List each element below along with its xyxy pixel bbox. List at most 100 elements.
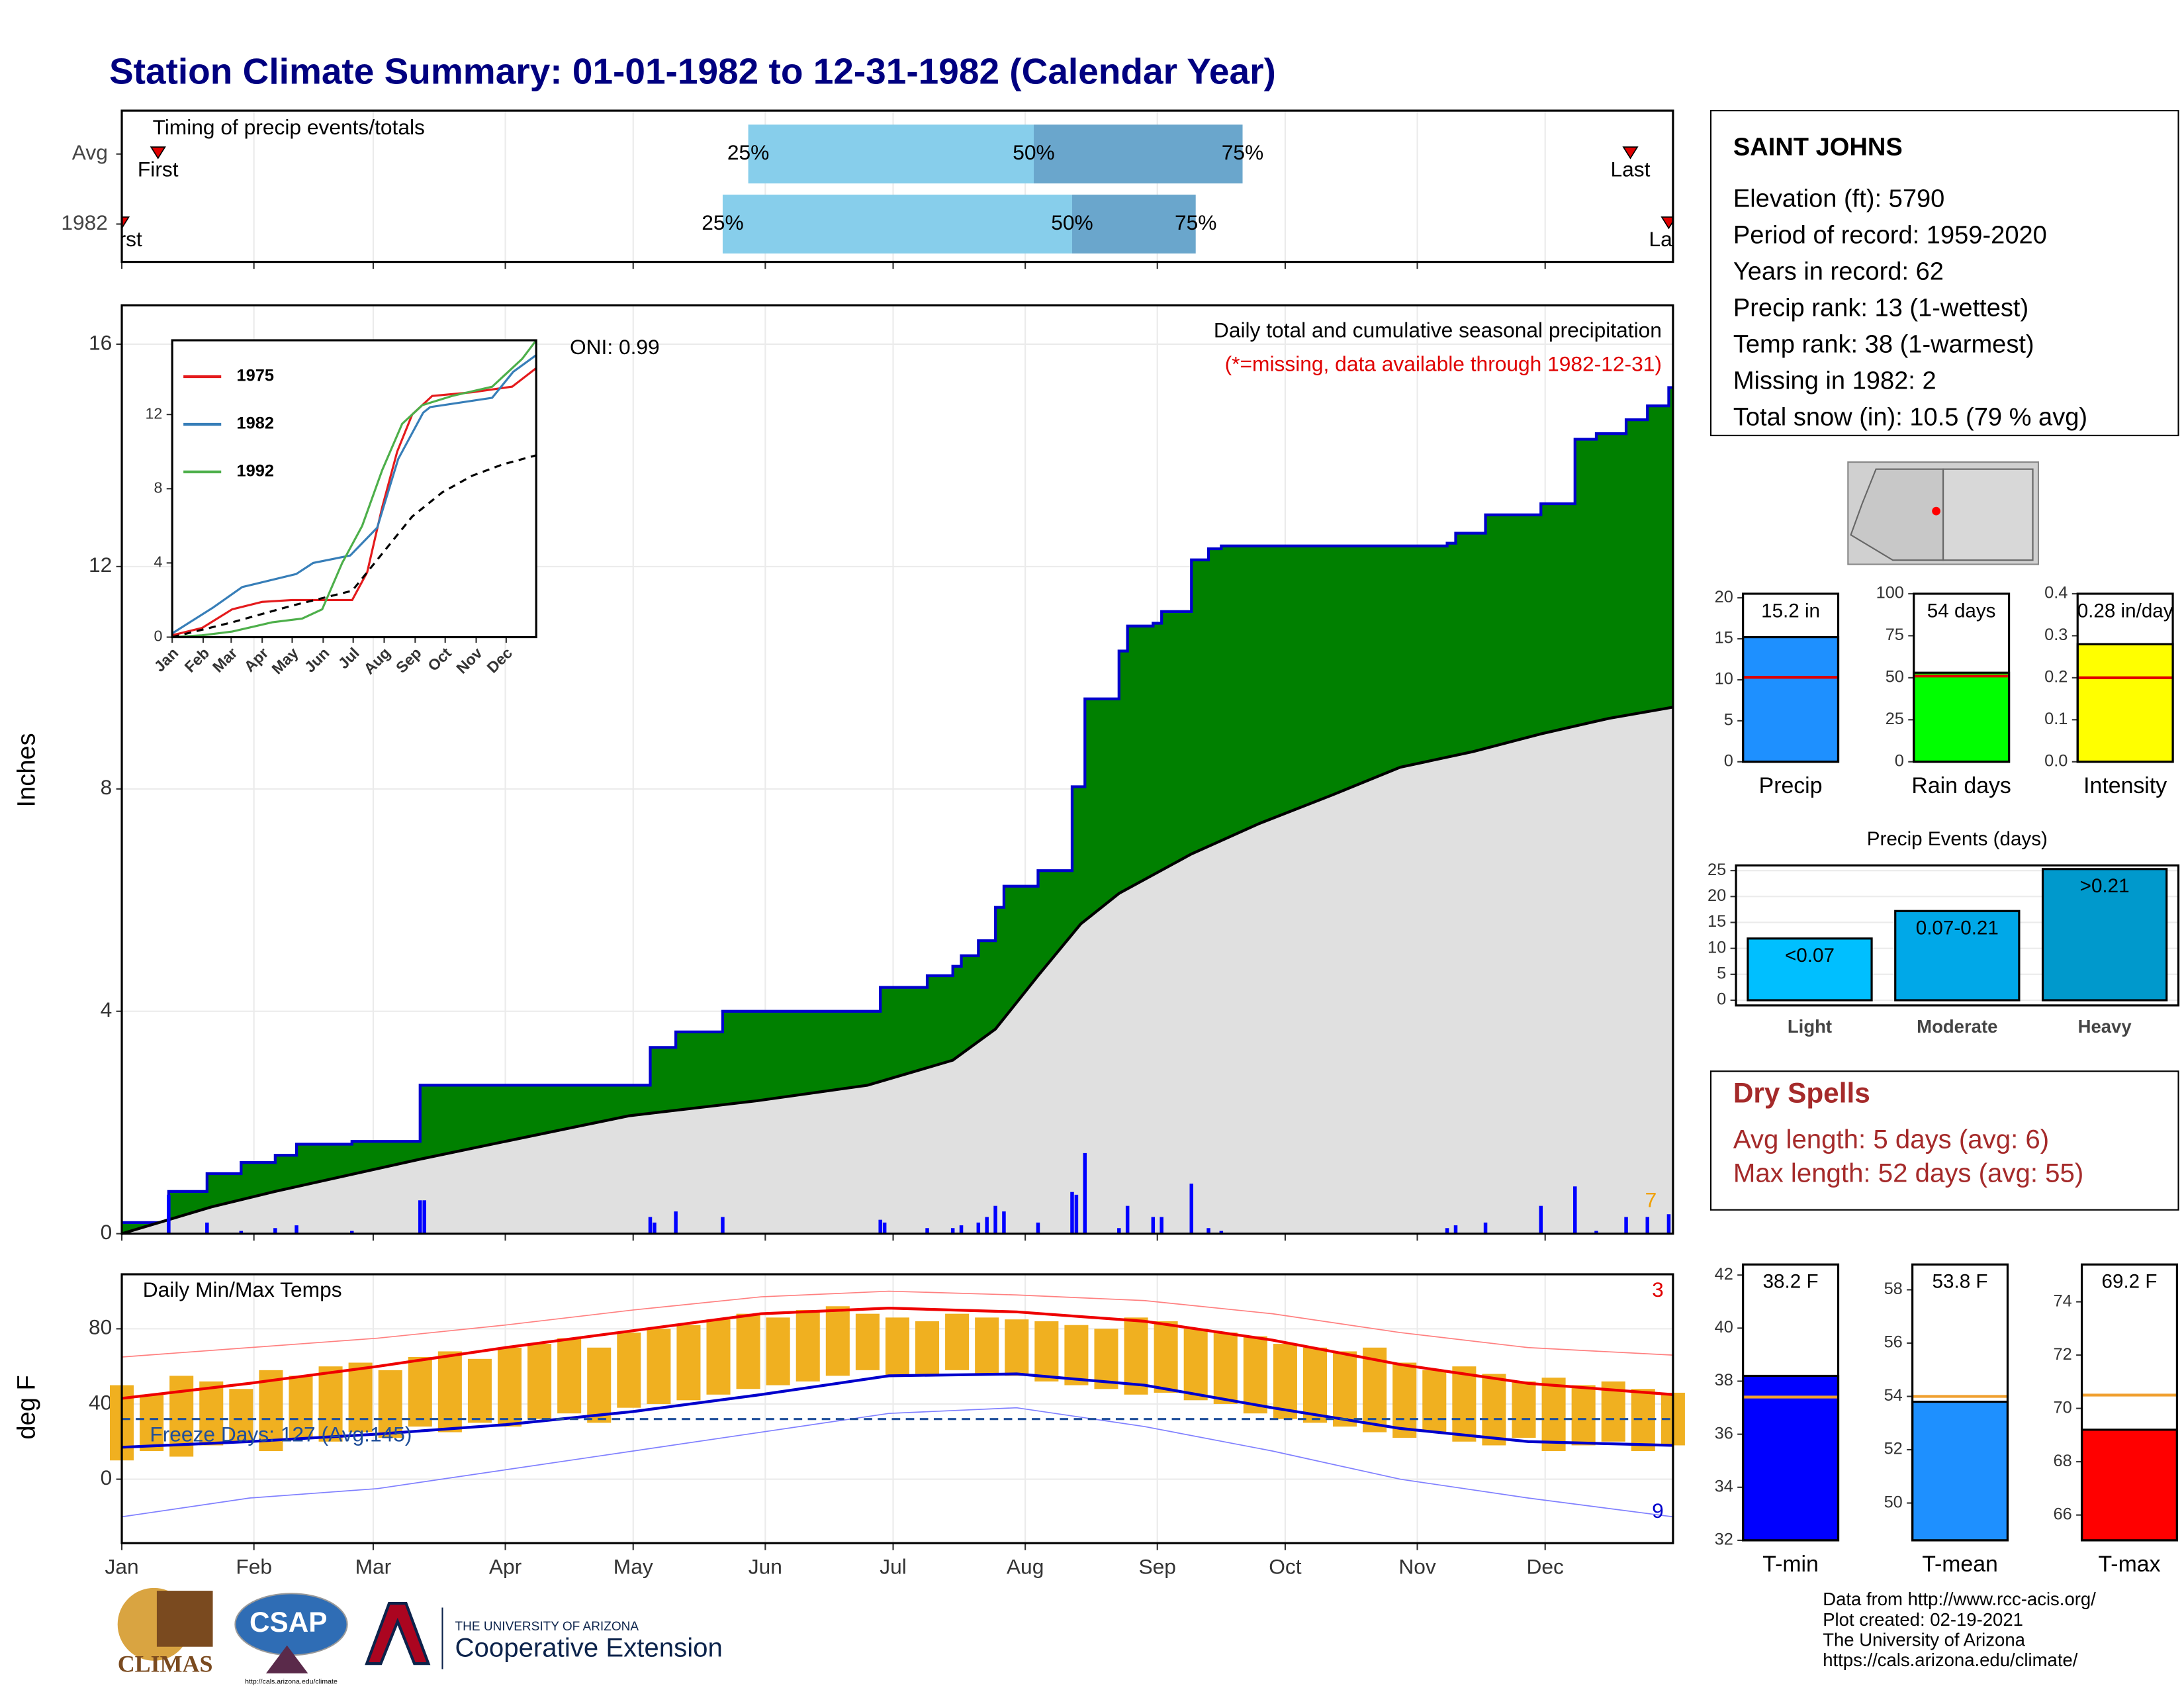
temp-range-bar <box>259 1370 283 1451</box>
y-tick-label: 75 <box>1886 626 1904 644</box>
y-tick-label: 8 <box>154 479 162 496</box>
temp-range-bar <box>378 1370 402 1438</box>
dry-spell-line: Max length: 52 days (avg: 55) <box>1733 1158 2083 1188</box>
y-tick-label: 0 <box>101 1220 113 1244</box>
temp-range-bar <box>1541 1378 1566 1451</box>
category-label: T-max <box>2099 1552 2161 1577</box>
daily-bar <box>205 1222 209 1234</box>
daily-bar <box>976 1222 981 1234</box>
quartile-label: 50% <box>1051 211 1093 234</box>
temp-range-bar <box>527 1344 552 1419</box>
x-tick-label: Jun <box>749 1555 782 1579</box>
y-tick-label: 0.0 <box>2044 751 2068 770</box>
x-tick-label: Sep <box>392 644 425 677</box>
x-tick-label: Nov <box>1398 1555 1436 1579</box>
daily-bar <box>1445 1228 1449 1234</box>
credit-line: Data from http://www.rcc-acis.org/ <box>1823 1589 2096 1609</box>
x-tick-label: Dec <box>1527 1555 1565 1579</box>
plot-frame <box>120 1273 1674 1544</box>
y-tick-label: 20 <box>1715 588 1733 606</box>
plot-frame <box>1913 592 2011 763</box>
dry-spells-title: Dry Spells <box>1733 1077 1870 1108</box>
bar <box>1894 910 2021 1002</box>
category-label: Heavy <box>2078 1016 2132 1037</box>
logo-text: CSAP <box>250 1607 328 1638</box>
x-tick-label: Oct <box>1269 1555 1302 1579</box>
station-line: Years in record: 62 <box>1733 258 1944 286</box>
annotation: 7 <box>1645 1188 1657 1211</box>
y-tick-label: 68 <box>2054 1452 2072 1470</box>
temp-range-bar <box>199 1381 224 1446</box>
temp-range-bar <box>915 1321 940 1374</box>
temp-line <box>121 1307 1674 1400</box>
x-tick-label: Jul <box>880 1555 907 1579</box>
chart-subtitle: (*=missing, data available through 1982-… <box>1225 352 1662 375</box>
station-line: Missing in 1982: 2 <box>1733 367 1936 395</box>
daily-bar <box>1083 1152 1087 1234</box>
daily-bar <box>1074 1194 1079 1234</box>
daily-bar <box>950 1228 955 1234</box>
y-tick-label: 32 <box>1715 1530 1733 1549</box>
daily-bar <box>422 1200 426 1234</box>
category-label: T-mean <box>1922 1552 1998 1577</box>
temp-range-bar <box>1183 1329 1208 1401</box>
temp-range-bar <box>766 1317 790 1385</box>
timing-marker <box>1622 146 1639 160</box>
y-tick-label: 100 <box>1876 584 1904 602</box>
station-line: Elevation (ft): 5790 <box>1733 185 1944 213</box>
credit-line: https://cals.arizona.edu/climate/ <box>1823 1650 2078 1670</box>
y-tick-label: 15 <box>1715 629 1733 647</box>
x-tick-label: Oct <box>424 644 455 675</box>
bar-label: 0.07-0.21 <box>1916 917 1999 939</box>
temp-range-bar <box>587 1347 612 1423</box>
daily-bar <box>1645 1217 1649 1234</box>
x-tick-label: Apr <box>489 1555 522 1579</box>
daily-bar <box>1573 1186 1577 1234</box>
bar <box>1742 635 1840 763</box>
timing-marker <box>150 146 166 160</box>
row-label: 1982 <box>61 211 108 234</box>
temp-range-bar <box>1452 1366 1477 1442</box>
daily-bar <box>1070 1192 1074 1234</box>
station-line: Temp rank: 38 (1-warmest) <box>1733 331 2034 359</box>
y-tick-label: 15 <box>1707 912 1726 931</box>
station-line: Period of record: 1959-2020 <box>1733 222 2047 250</box>
quartile-bar <box>722 195 1072 254</box>
daily-bar <box>674 1211 678 1234</box>
temp-range-bar <box>1302 1347 1328 1423</box>
temp-range-bar <box>1213 1333 1238 1404</box>
temp-range-bar <box>289 1376 313 1438</box>
y-tick-label: 74 <box>2054 1291 2072 1310</box>
y-tick-label: 0.3 <box>2044 626 2068 644</box>
x-tick-label: May <box>268 644 301 677</box>
temp-range-bar <box>1124 1317 1148 1395</box>
y-tick-label: 0 <box>1717 990 1726 1009</box>
value-label: 0.28 in/day <box>2077 600 2173 622</box>
daily-bar <box>1125 1205 1130 1234</box>
bar <box>2076 643 2174 763</box>
daily-bar <box>985 1217 989 1234</box>
dry-spell-line: Avg length: 5 days (avg: 6) <box>1733 1125 2049 1154</box>
marker-label: Last <box>1649 227 1688 251</box>
x-tick-label: Sep <box>1139 1555 1176 1579</box>
x-tick-label: Dec <box>484 644 516 677</box>
temp-range-bar <box>1273 1344 1297 1419</box>
cumulative-area <box>122 707 1673 1234</box>
annotation: 3 <box>1652 1278 1664 1301</box>
y-tick-label: 0.2 <box>2044 668 2068 686</box>
logo-text: THE UNIVERSITY OF ARIZONA <box>455 1620 639 1634</box>
y-tick-label: 10 <box>1715 670 1733 688</box>
timing-marker <box>122 216 130 230</box>
temp-range-bar <box>140 1394 164 1451</box>
temp-range-bar <box>647 1329 671 1404</box>
temp-range-bar <box>825 1306 850 1376</box>
temp-line <box>121 1290 1673 1358</box>
logo-text: Cooperative Extension <box>455 1633 723 1663</box>
y-tick-label: 4 <box>154 553 162 571</box>
temp-range-bar <box>1094 1329 1118 1389</box>
plot-frame <box>1735 864 2180 1007</box>
temp-range-bar <box>467 1358 492 1423</box>
category-label: Intensity <box>2083 773 2167 798</box>
timeline-clip: 25% 50% 75% First Last 25% 50% 75% First Last <box>122 124 1688 254</box>
daily-bar <box>721 1217 725 1234</box>
